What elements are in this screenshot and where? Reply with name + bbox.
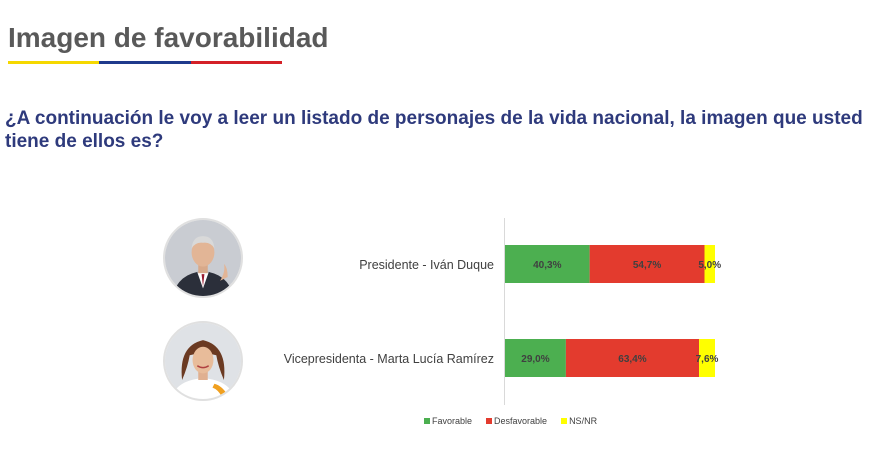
row-label-ramirez: Vicepresidenta - Marta Lucía Ramírez [283,352,494,366]
legend-item-desfavorable: Desfavorable [486,416,547,426]
bar-favorable-0 [505,245,590,283]
underline-red [190,61,282,64]
data-label-desfavorable-0: 54,7% [633,260,661,271]
title-underline [8,61,282,64]
row-label-duque: Presidente - Iván Duque [359,258,494,272]
bar-nsnr-0 [704,245,715,283]
data-label-nsnr-0: 5,0% [698,260,721,271]
legend-label-desfavorable: Desfavorable [494,416,548,426]
data-label-favorable-0: 40,3% [533,260,561,271]
survey-question: ¿A continuación le voy a leer un listado… [5,108,863,152]
portrait-man-suit-icon [163,218,243,298]
bar-desfavorable-1 [565,339,700,377]
portrait-woman-icon [163,321,243,401]
legend-swatch-favorable [424,418,430,424]
underline-blue [99,61,191,64]
bar-favorable-1 [505,339,566,377]
underline-yellow [8,61,100,64]
legend-label-nsnr: NS/NR [569,416,598,426]
legend-swatch-nsnr [561,418,568,424]
legend-item-favorable: Favorable [424,416,472,426]
legend-swatch-desfavorable [486,418,493,424]
data-label-favorable-1: 29,0% [521,354,549,365]
chart-legend: Favorable Desfavorable NS/NR [424,416,597,426]
page-title: Imagen de favorabilidad [8,22,329,53]
legend-label-favorable: Favorable [432,416,473,426]
bar-nsnr-1 [699,339,715,377]
data-label-nsnr-1: 7,6% [696,354,719,365]
data-label-desfavorable-1: 63,4% [618,354,646,365]
legend-item-nsnr: NS/NR [561,416,597,426]
bar-desfavorable-0 [589,245,705,283]
